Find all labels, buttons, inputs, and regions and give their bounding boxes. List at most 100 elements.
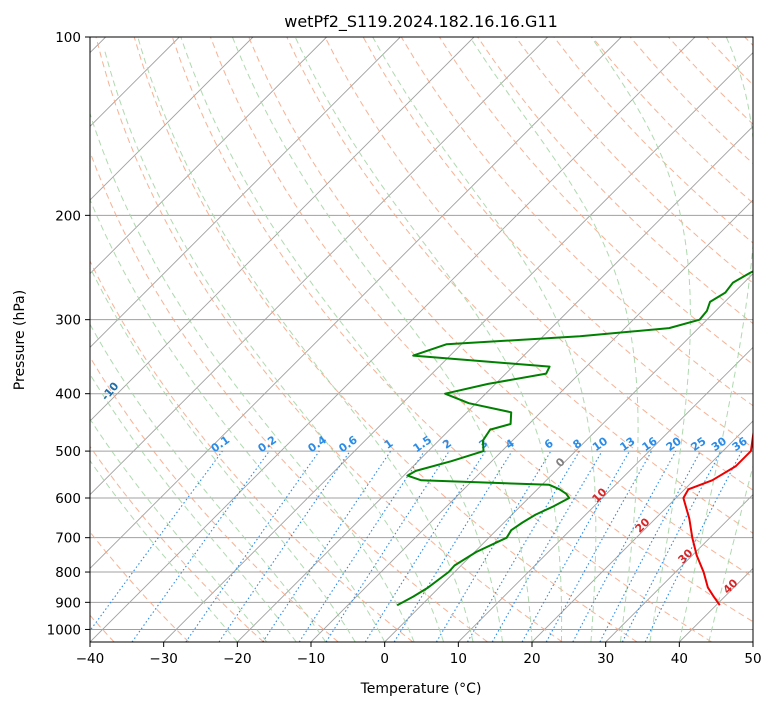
x-tick-label: 0: [380, 651, 389, 667]
isotherm-line: [90, 37, 696, 642]
moist-adiabat-line: [708, 464, 753, 642]
x-tick-label: −20: [223, 651, 252, 667]
y-tick-label: 400: [55, 387, 81, 403]
isotherm-line: [384, 273, 753, 642]
mixing-ratio-line: [262, 450, 392, 642]
temperature-profile-line: [682, 429, 753, 606]
mixing-ratio-line: [298, 450, 425, 642]
mixing-ratio-line: [393, 450, 513, 642]
moist-adiabat-line: [590, 37, 691, 642]
moist-adiabat-label: 30: [676, 546, 696, 566]
mixing-ratio-label: 0.1: [209, 433, 232, 455]
mixing-ratio-line: [90, 450, 223, 632]
isotherm-line: [90, 37, 548, 496]
dry-adiabat-line: [90, 356, 339, 642]
y-tick-label: 900: [55, 595, 81, 611]
moist-adiabat-label: 10: [590, 485, 610, 505]
dry-adiabat-line: [90, 150, 488, 642]
moist-adiabat-label: 0: [553, 455, 568, 470]
mixing-ratio-label: 1.5: [411, 433, 434, 455]
dry-adiabat-line: [515, 37, 753, 284]
dry-adiabat-line: [210, 37, 753, 623]
isotherm-line: [90, 37, 475, 422]
mixing-ratio-line: [572, 450, 677, 642]
background-lines: [90, 37, 753, 642]
dry-adiabat-line: [248, 37, 753, 578]
x-tick-label: −10: [297, 651, 326, 667]
y-tick-label: 700: [55, 531, 81, 547]
moist-adiabat-line: [90, 323, 327, 642]
moist-adiabat-line: [90, 459, 238, 642]
isotherm-line: [90, 37, 622, 569]
isotherm-line: [163, 52, 753, 642]
axes: −40 −30 −20 −10 0 10 20 30 40 5010020030040050060…: [47, 30, 762, 667]
isotherm-line: [752, 641, 753, 642]
dry-adiabat-line: [133, 37, 638, 642]
moist-adiabat-line: [180, 37, 503, 642]
dry-adiabat-line: [286, 37, 753, 534]
x-tick-label: 50: [744, 651, 761, 667]
moist-adiabat-line: [103, 49, 445, 642]
dry-adiabat-line: [553, 37, 753, 244]
mixing-ratio-line: [644, 450, 743, 642]
x-tick-label: 30: [597, 651, 614, 667]
moist-adiabat-line: [90, 373, 297, 642]
isotherm-line: [90, 37, 401, 348]
x-axis-title: Temperature (°C): [360, 681, 482, 697]
moist-adiabat-line: [137, 37, 474, 642]
dry-adiabat-line: [744, 37, 753, 47]
isotherm-line: [458, 346, 753, 642]
mixing-ratio-line: [521, 450, 630, 642]
y-tick-label: 200: [55, 208, 81, 224]
plot-frame: [89, 36, 754, 643]
dry-adiabat-line: [90, 259, 414, 642]
mixing-ratio-line: [131, 450, 270, 642]
y-tick-label: 300: [55, 313, 81, 329]
profile-lines: [396, 270, 753, 607]
mixing-ratio-line: [218, 450, 351, 642]
x-tick-label: 40: [671, 651, 688, 667]
x-tick-label: 20: [523, 651, 540, 667]
mixing-ratio-label: 0.4: [306, 433, 330, 455]
y-axis-title: Pressure (hPa): [12, 290, 28, 390]
line-labels: 0.10.20.40.611.52346810131620253036-100-…: [99, 379, 750, 596]
isotherm-line: [237, 125, 753, 642]
mixing-ratio-label: 2: [440, 437, 454, 452]
moist-adiabat-line: [372, 37, 597, 642]
dry-adiabat-line: [95, 37, 563, 642]
dry-adiabat-label: -10: [99, 379, 122, 403]
dry-adiabat-line: [706, 37, 753, 86]
chart-title: wetPf2_S119.2024.182.16.16.G11: [284, 12, 558, 32]
dry-adiabat-line: [324, 37, 753, 491]
moist-adiabat-line: [90, 111, 415, 642]
dry-adiabat-line: [171, 37, 712, 642]
x-tick-label: −30: [149, 651, 178, 667]
moist-adiabat-label: 20: [633, 515, 653, 535]
y-tick-label: 1000: [47, 622, 81, 638]
mixing-ratio-label: 0.6: [336, 433, 360, 455]
moist-adiabat-line: [90, 266, 356, 642]
isotherm-line: [90, 37, 327, 275]
moist-adiabat-line: [90, 198, 386, 642]
moist-adiabat-line: [294, 37, 563, 642]
y-tick-label: 600: [55, 491, 81, 507]
mixing-ratio-line: [435, 450, 552, 642]
mixing-ratio-line: [467, 450, 580, 642]
mixing-ratio-line: [545, 450, 653, 642]
x-tick-label: 10: [450, 651, 467, 667]
y-tick-label: 500: [55, 444, 81, 460]
isotherm-line: [679, 567, 753, 642]
mixing-ratio-line: [185, 450, 320, 642]
mixing-ratio-label: 6: [542, 437, 556, 452]
isotherm-line: [605, 494, 753, 642]
y-tick-label: 100: [55, 30, 81, 46]
moist-adiabat-line: [90, 418, 268, 642]
mixing-ratio-line: [325, 450, 450, 642]
moist-adiabat-line: [231, 37, 533, 642]
moist-adiabat-line: [469, 37, 639, 642]
x-tick-label: −40: [76, 651, 105, 667]
isotherm-line: [531, 420, 753, 642]
dry-adiabat-line: [90, 531, 190, 642]
isotherm-line: [310, 199, 753, 642]
